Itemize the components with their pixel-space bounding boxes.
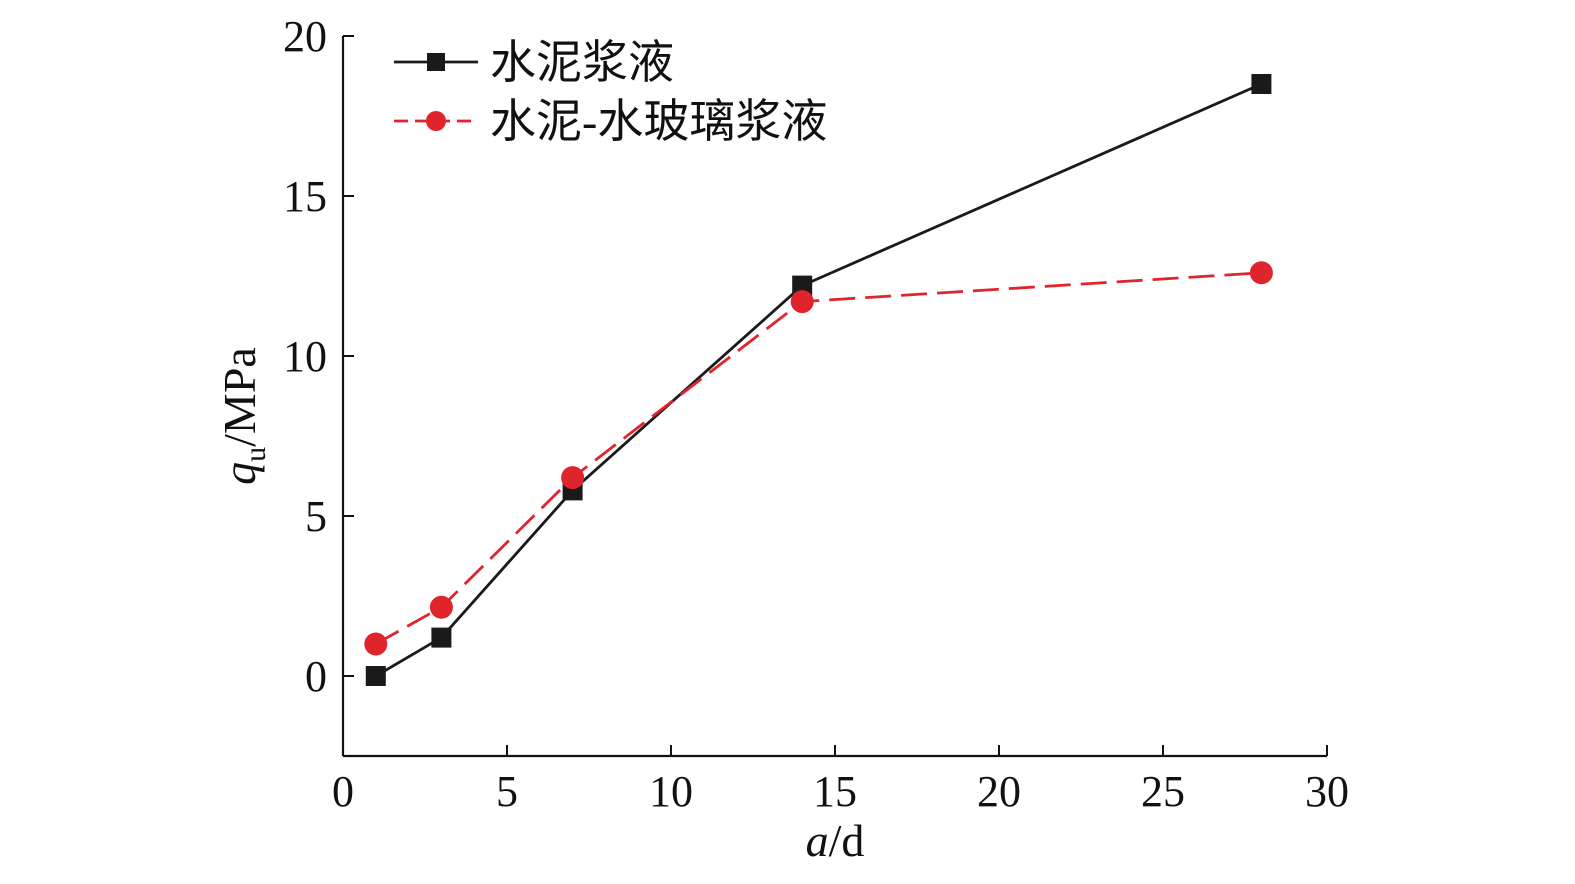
legend-label-1: 水泥浆液 <box>490 37 674 88</box>
series-line-1 <box>375 82 1262 678</box>
series-1-point <box>792 275 813 296</box>
series-2-point <box>429 595 453 619</box>
x-tick-label: 25 <box>1141 767 1185 816</box>
x-tick-label: 5 <box>496 767 518 816</box>
y-tick-label: 0 <box>305 652 327 701</box>
x-tick-label: 10 <box>649 767 693 816</box>
axes: 0 5 10 15 20 25 30 0 5 10 15 20 a/d qu/MPa <box>214 12 1349 866</box>
y-tick-label: 5 <box>305 492 327 541</box>
series-1-point <box>1251 74 1272 94</box>
series-line-2 <box>375 271 1262 646</box>
series-2-point <box>790 290 814 314</box>
x-tick-label: 15 <box>813 767 857 816</box>
legend-marker-2 <box>426 111 446 131</box>
y-axis-label: qu/MPa <box>214 347 272 485</box>
y-axis-label-var: q <box>214 462 265 485</box>
x-tick-label: 20 <box>977 767 1021 816</box>
y-tick-label: 20 <box>283 12 327 61</box>
x-axis-label: a/d <box>806 815 865 866</box>
x-tick-label: 30 <box>1305 767 1349 816</box>
series-2-point <box>1249 261 1273 285</box>
y-axis-label-sub: u <box>239 447 272 462</box>
y-tick-label: 15 <box>283 172 327 221</box>
x-tick-label: 0 <box>332 767 354 816</box>
x-axis-label-unit: /d <box>829 815 865 866</box>
series-2-point <box>364 632 388 656</box>
series-2-point <box>561 466 585 490</box>
legend-marker-1 <box>427 53 445 71</box>
y-tick-label: 10 <box>283 332 327 381</box>
series-layer <box>364 74 1273 686</box>
legend-label-2: 水泥-水玻璃浆液 <box>490 96 827 147</box>
series-1-point <box>431 627 452 648</box>
series-1-point <box>365 666 386 686</box>
x-axis-label-var: a <box>806 815 829 866</box>
y-axis-label-unit: /MPa <box>214 347 265 447</box>
